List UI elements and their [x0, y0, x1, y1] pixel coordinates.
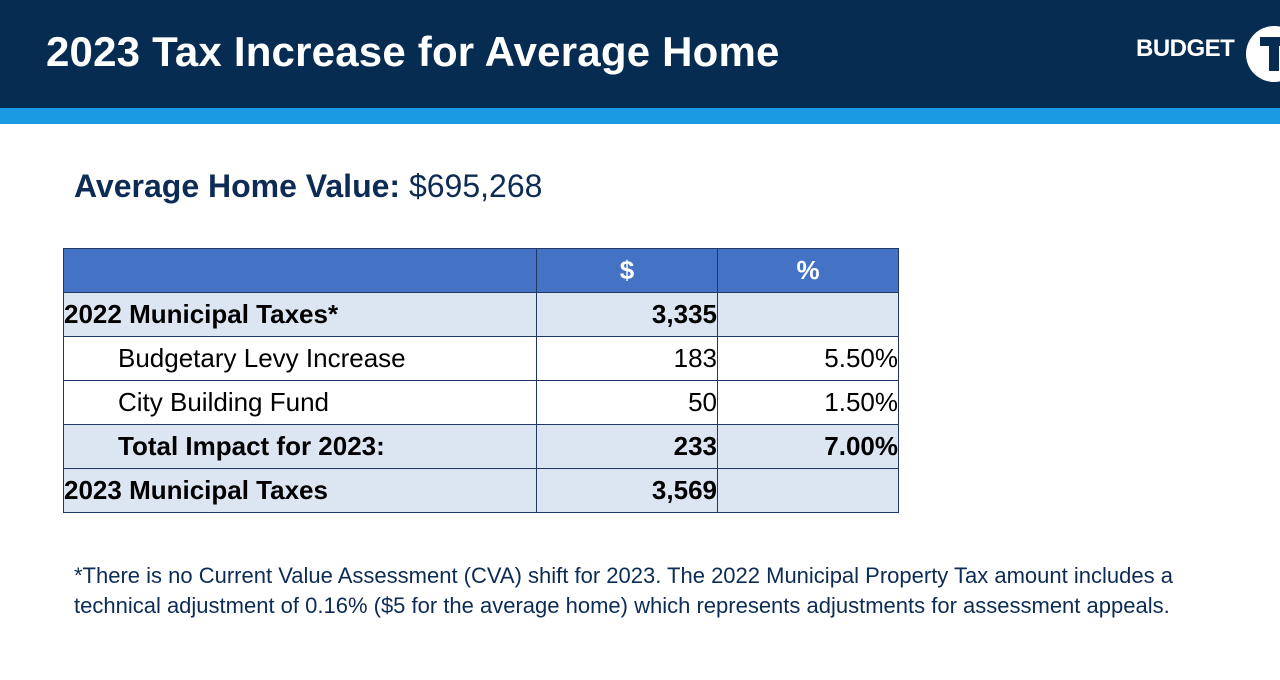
table-row-total-impact: Total Impact for 2023: 233 7.00%: [63, 424, 899, 469]
header-accent-stripe: [0, 108, 1280, 124]
header-bar: 2023 Tax Increase for Average Home BUDGE…: [0, 0, 1280, 108]
average-home-value: Average Home Value: $695,268: [74, 168, 542, 205]
logo-text: BUDGET: [1136, 35, 1235, 62]
row-dollars: 233: [536, 424, 718, 469]
page-title: 2023 Tax Increase for Average Home: [46, 28, 780, 75]
average-home-value-label: Average Home Value:: [74, 168, 401, 204]
column-header-percent: %: [717, 248, 899, 293]
row-percent: 7.00%: [717, 424, 899, 469]
row-dollars: 50: [536, 380, 718, 425]
column-header-label: [63, 248, 537, 293]
row-label: City Building Fund: [63, 380, 537, 425]
row-label: Budgetary Levy Increase: [63, 336, 537, 381]
row-label: Total Impact for 2023:: [63, 424, 537, 469]
row-label: 2022 Municipal Taxes*: [63, 292, 537, 337]
row-percent: [717, 468, 899, 513]
logo-t-icon: [1246, 26, 1280, 82]
table-row-2023-taxes: 2023 Municipal Taxes 3,569: [63, 468, 899, 513]
average-home-value-amount: $695,268: [408, 168, 543, 204]
table-header-row: $ %: [63, 248, 899, 293]
table-row-2022-taxes: 2022 Municipal Taxes* 3,335: [63, 292, 899, 337]
row-dollars: 3,335: [536, 292, 718, 337]
column-header-dollars: $: [536, 248, 718, 293]
row-label: 2023 Municipal Taxes: [63, 468, 537, 513]
table-row-levy-increase: Budgetary Levy Increase 183 5.50%: [63, 336, 899, 381]
row-percent: 1.50%: [717, 380, 899, 425]
budget-logo: BUDGET: [1136, 26, 1280, 82]
row-percent: 5.50%: [717, 336, 899, 381]
table-row-city-building-fund: City Building Fund 50 1.50%: [63, 380, 899, 425]
row-dollars: 183: [536, 336, 718, 381]
footnote: *There is no Current Value Assessment (C…: [74, 563, 1173, 618]
row-dollars: 3,569: [536, 468, 718, 513]
tax-table: $ % 2022 Municipal Taxes* 3,335 Budgetar…: [63, 248, 899, 513]
row-percent: [717, 292, 899, 337]
